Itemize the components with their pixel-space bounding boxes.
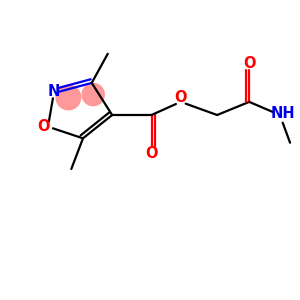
Text: O: O [243, 56, 256, 71]
Text: O: O [145, 146, 158, 161]
Text: N: N [48, 84, 60, 99]
Text: O: O [38, 119, 50, 134]
Text: O: O [174, 90, 187, 105]
Circle shape [82, 83, 104, 106]
Circle shape [56, 85, 81, 110]
Text: NH: NH [271, 106, 296, 121]
